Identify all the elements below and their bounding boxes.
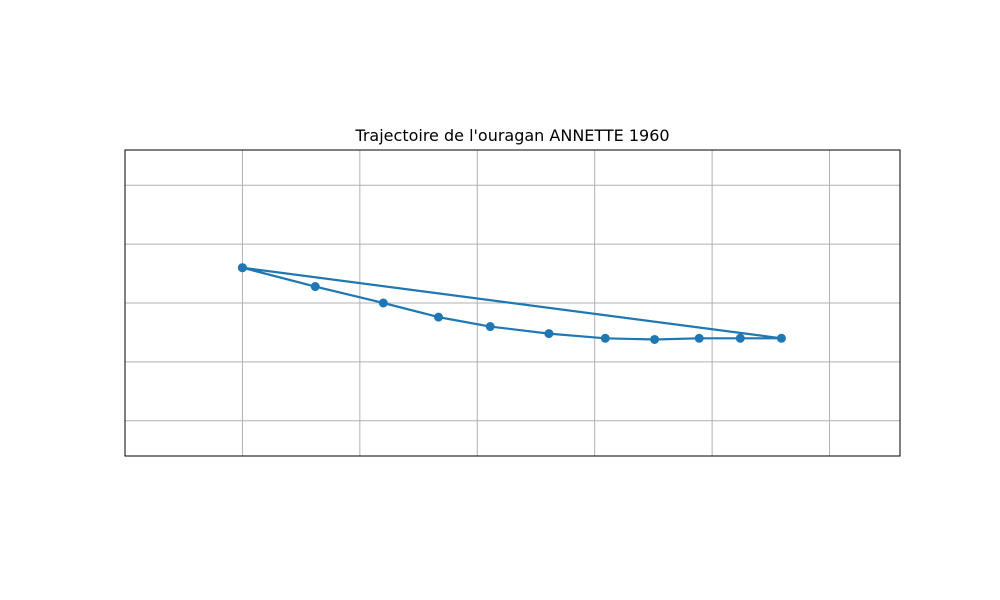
- line-layer: [241, 266, 783, 341]
- data-point-1: [310, 282, 320, 292]
- data-point-4: [485, 322, 495, 332]
- data-point-10: [776, 333, 786, 343]
- data-point-7: [650, 334, 660, 344]
- marker-layer: [237, 263, 786, 344]
- data-point-9: [735, 333, 745, 343]
- chart-title: Trajectoire de l'ouragan ANNETTE 1960: [354, 126, 669, 145]
- data-point-8: [694, 333, 704, 343]
- data-point-6: [600, 333, 610, 343]
- series-line-0: [241, 266, 783, 341]
- data-point-2: [378, 298, 388, 308]
- plot-area-frame: [124, 149, 901, 457]
- data-point-3: [434, 312, 444, 322]
- data-point-11: [237, 263, 247, 273]
- data-point-5: [544, 329, 554, 339]
